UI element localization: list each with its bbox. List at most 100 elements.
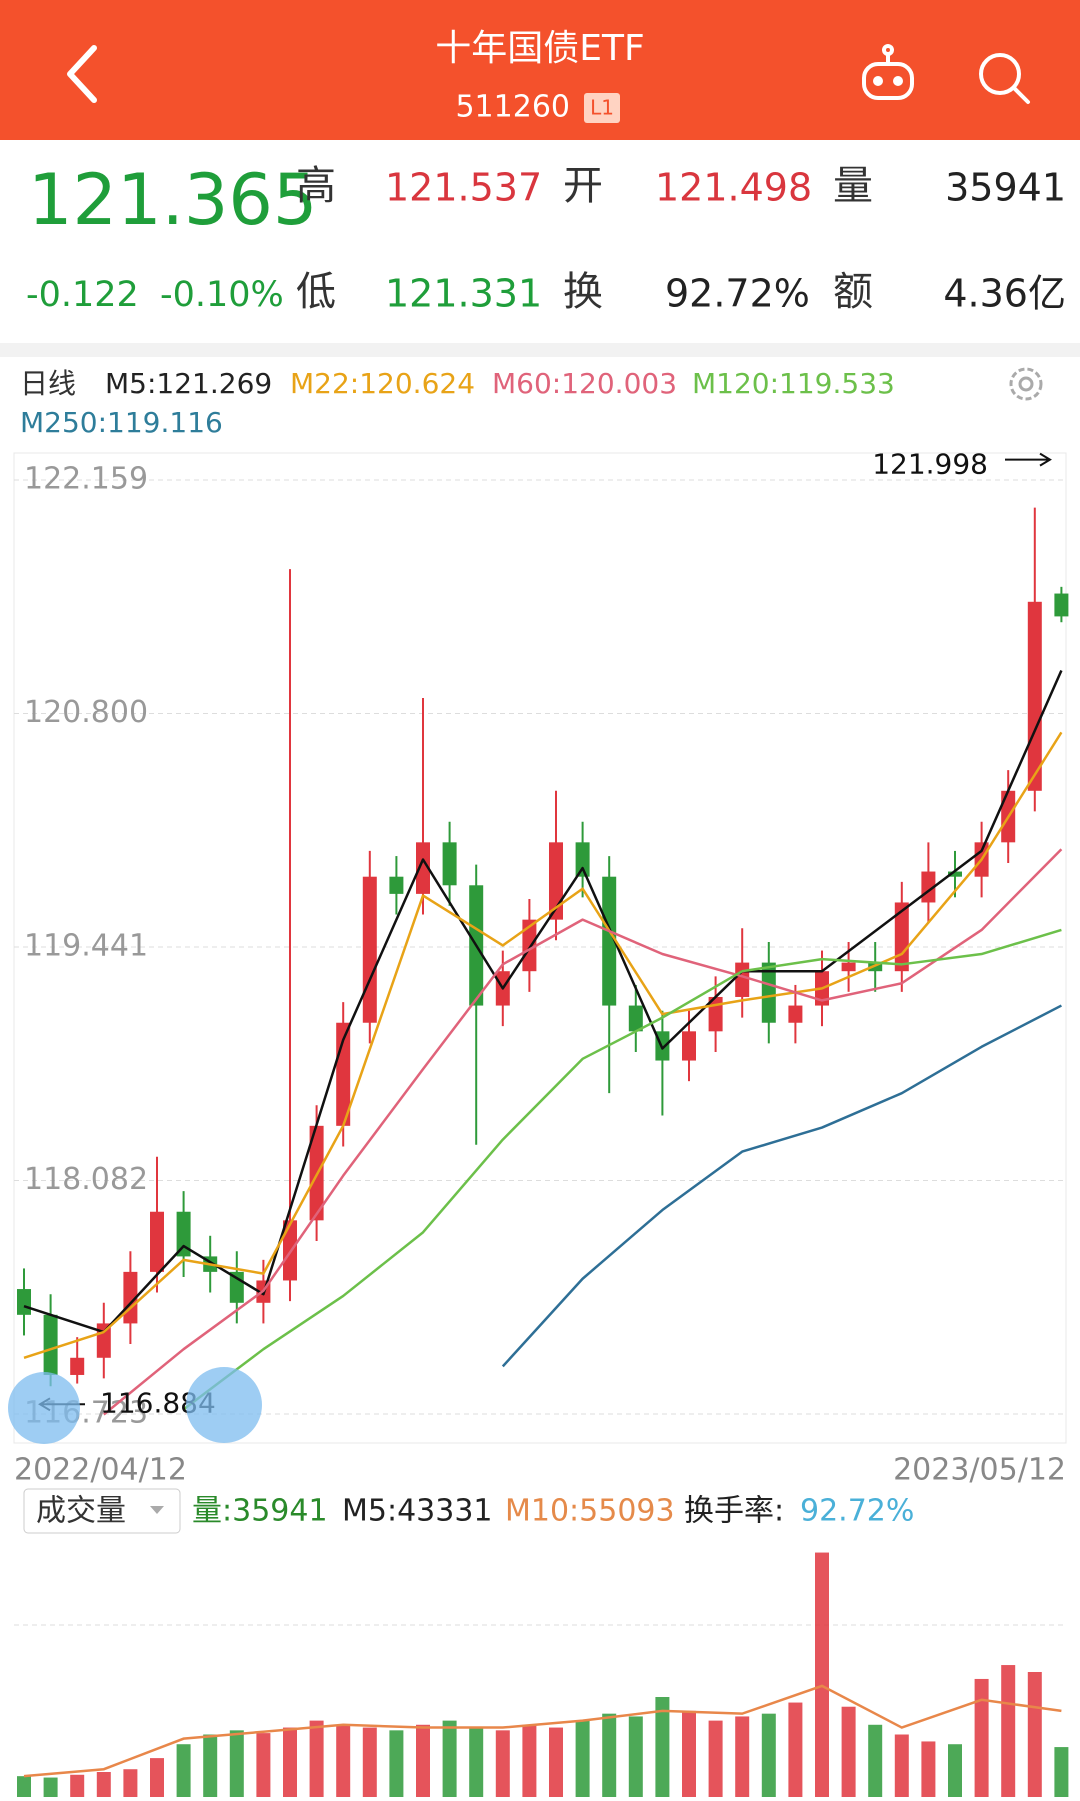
volume-bar — [682, 1710, 696, 1797]
volume-bar — [203, 1734, 218, 1797]
selector: 成交量 — [36, 1494, 126, 1529]
candle-body — [416, 842, 430, 894]
y-tick-label: 118.082 — [24, 1162, 148, 1197]
separator — [0, 343, 1080, 357]
value: 4.36亿 — [943, 272, 1066, 316]
volume-bar — [442, 1720, 457, 1797]
candle-body — [761, 962, 776, 1023]
candle-body — [549, 842, 563, 920]
volume-bar — [389, 1730, 404, 1797]
volume-bar — [948, 1744, 962, 1797]
volume-ma-line — [23, 1684, 1062, 1778]
change: -0.122 — [26, 275, 139, 315]
vol-legend: 92.72% — [800, 1494, 914, 1529]
volume-bar — [17, 1776, 31, 1797]
candle-body — [868, 962, 883, 972]
ma-legend: M250:119.116 — [20, 406, 223, 439]
label: 额 — [833, 269, 873, 315]
volume-bar — [894, 1734, 909, 1797]
prev-button[interactable] — [8, 1372, 80, 1444]
value: 121.498 — [655, 166, 812, 210]
candle-body — [602, 876, 617, 1006]
dropdown-arrow — [150, 1506, 164, 1514]
ma-line — [23, 670, 1063, 1334]
x-end-label: 2023/05/12 — [893, 1453, 1066, 1488]
candle-body — [894, 902, 909, 972]
ma-legend: M22:120.624 — [290, 367, 475, 400]
candle-body — [442, 842, 457, 886]
header-code: 511260 — [455, 90, 570, 125]
volume-bar — [43, 1777, 58, 1797]
y-tick-label: 119.441 — [24, 928, 148, 963]
selector-box[interactable] — [23, 1488, 181, 1534]
period: 日线 — [20, 367, 76, 400]
settings-icon[interactable] — [1009, 367, 1043, 401]
candle-body — [43, 1314, 58, 1375]
candle-body — [70, 1357, 85, 1375]
volume-bar — [549, 1727, 563, 1797]
ma-line — [103, 848, 1063, 1416]
volume-bar — [283, 1727, 297, 1797]
value: 121.331 — [385, 272, 542, 316]
candle-body — [389, 876, 404, 894]
ma-legend: M60:120.003 — [492, 367, 677, 400]
volume-bar — [96, 1772, 111, 1797]
change-pct: -0.10% — [160, 275, 284, 315]
label: 量 — [833, 163, 873, 209]
volume-bar — [70, 1774, 85, 1797]
volume-bar — [1054, 1747, 1069, 1797]
candle-body — [1027, 601, 1042, 791]
volume-bar — [336, 1724, 351, 1797]
volume-bar — [522, 1724, 537, 1797]
candle-body — [682, 1031, 696, 1061]
zoom-button[interactable] — [186, 1367, 262, 1443]
volume-bar — [735, 1716, 750, 1797]
candle-body — [575, 842, 590, 877]
y-tick-label: 120.800 — [24, 695, 148, 730]
last-price: 121.365 — [28, 159, 317, 241]
label: 低 — [296, 269, 336, 315]
volume-bar — [176, 1744, 191, 1797]
candle-body — [735, 962, 750, 997]
header-title: 十年国债ETF — [435, 28, 644, 69]
value: 35941 — [945, 166, 1066, 210]
badge-bg — [584, 93, 620, 123]
volume-bar — [495, 1730, 510, 1797]
y-tick-label: 122.159 — [24, 461, 148, 496]
vol-legend: 量:35941 — [192, 1494, 328, 1529]
ma-legend: M5:121.269 — [105, 367, 272, 400]
volume-bar — [628, 1716, 643, 1797]
volume-bar — [575, 1720, 590, 1797]
volume-bar — [256, 1733, 271, 1797]
vol-legend: M10:55093 — [505, 1494, 675, 1529]
volume-bar — [974, 1678, 989, 1797]
volume-bar — [1001, 1665, 1016, 1797]
volume-bar — [602, 1713, 617, 1797]
value: 92.72% — [665, 272, 810, 316]
robot-icon[interactable] — [862, 44, 914, 100]
volume-bar — [229, 1730, 244, 1797]
volume-bar — [362, 1727, 377, 1797]
volume-bar — [815, 1552, 829, 1797]
volume-bar — [123, 1769, 138, 1797]
candle-body — [176, 1211, 191, 1257]
chart-frame — [13, 452, 1067, 1444]
value: 121.537 — [385, 166, 542, 210]
header-badge: L1 — [590, 96, 614, 120]
volume-bar — [708, 1720, 723, 1797]
candle-body — [150, 1211, 164, 1272]
label: 高 — [296, 163, 336, 209]
arrow — [1005, 452, 1052, 467]
candle-body — [628, 1005, 643, 1032]
back-button[interactable] — [67, 45, 97, 103]
candle-body — [1054, 593, 1069, 617]
search-icon[interactable] — [979, 53, 1030, 104]
label: 换 — [563, 269, 603, 315]
candle-body — [841, 962, 856, 972]
candle-body — [17, 1289, 31, 1315]
volume-bar — [868, 1724, 883, 1797]
ma-line — [182, 928, 1062, 1411]
volume-bar — [309, 1720, 324, 1797]
